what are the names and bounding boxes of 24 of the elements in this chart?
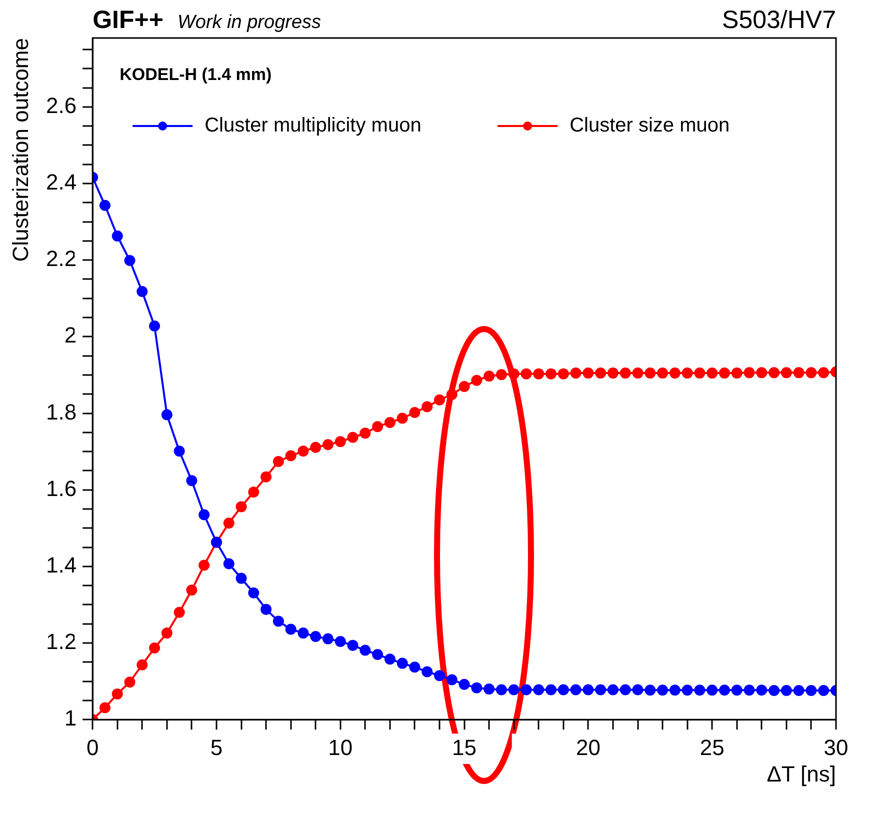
y-tick-label: 2.2: [46, 246, 77, 272]
y-axis-title: Clusterization outcome: [8, 38, 33, 262]
legend-label: Cluster multiplicity muon: [204, 114, 422, 137]
legend-label: Cluster size muon: [570, 114, 730, 137]
chart-subtitle: Work in progress: [177, 12, 322, 33]
y-tick-label: 1.4: [46, 552, 77, 578]
y-tick-label: 2.4: [46, 170, 77, 195]
x-tick-label: 20: [576, 734, 600, 760]
chart-title: GIF++: [92, 6, 164, 34]
annotation: KODEL-H (1.4 mm): [120, 65, 272, 84]
x-tick-label: 5: [210, 734, 223, 760]
x-axis-title: ΔT [ns]: [766, 762, 836, 787]
text: S503/HV7: [722, 6, 836, 34]
y-tick-label: 1.6: [46, 476, 77, 501]
y-tick-label: 1.2: [46, 629, 77, 654]
y-tick-label: 2.6: [46, 92, 77, 118]
y-tick-label: 1.8: [46, 399, 77, 424]
x-tick-label: 30: [824, 734, 848, 760]
x-tick-label: 0: [86, 734, 99, 760]
x-tick-label: 15: [452, 734, 477, 760]
x-tick-label: 25: [700, 734, 724, 760]
y-tick-label: 1: [64, 706, 77, 731]
y-tick-label: 2: [64, 322, 77, 348]
x-tick-label: 10: [328, 734, 353, 760]
